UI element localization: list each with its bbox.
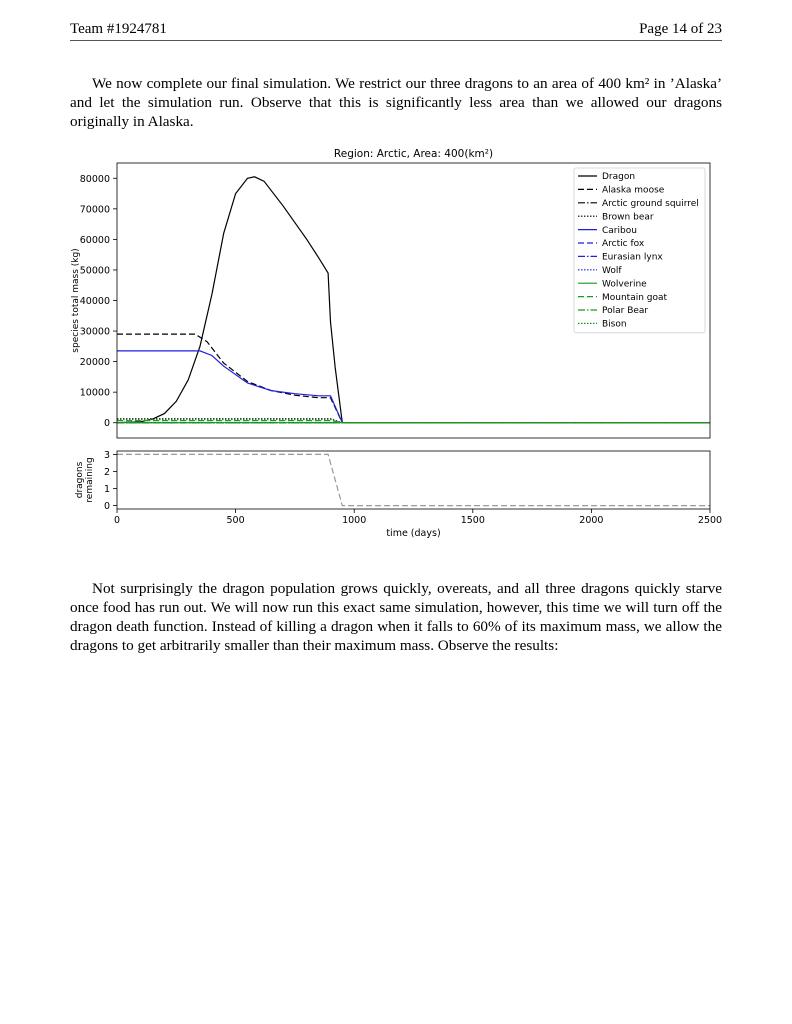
series-line-dragon <box>116 176 710 424</box>
series-line-bison <box>117 419 710 424</box>
legend-entry: Alaska moose <box>602 186 665 196</box>
y-tick-label: 3 <box>104 450 110 461</box>
y-tick-label: 40000 <box>80 296 110 307</box>
legend-entry: Dragon <box>602 172 635 182</box>
sub-axes-frame <box>116 450 711 510</box>
x-tick-label: 2500 <box>698 515 722 526</box>
team-number: Team #1924781 <box>70 21 167 37</box>
y-tick-label: 1 <box>104 484 110 495</box>
x-tick-label: 2000 <box>579 515 603 526</box>
series-line-dragons-remaining <box>117 453 710 507</box>
x-tick-label: 500 <box>227 515 245 526</box>
sub-y-axis-label: dragonsremaining <box>75 457 95 502</box>
y-tick-label: 60000 <box>80 235 110 246</box>
y-tick-label: 2 <box>104 467 110 478</box>
y-tick-label: 0 <box>104 501 110 512</box>
results-paragraph: Not surprisingly the dragon population g… <box>70 580 722 654</box>
x-axis-label: time (days) <box>386 528 440 539</box>
y-axis-label: species total mass (kg) <box>71 248 81 352</box>
legend-entry: Polar Bear <box>602 306 648 316</box>
legend-entry: Eurasian lynx <box>602 253 663 263</box>
legend-entry: Wolverine <box>602 279 647 289</box>
dragons-subplot: 0 1 2 3 0 500 1000 1500 2000 2500 time (days) drago… <box>75 450 722 539</box>
page-number: Page 14 of 23 <box>639 21 722 37</box>
y-tick-label: 20000 <box>80 357 110 368</box>
page-header: Team #1924781 Page 14 of 23 <box>70 20 722 41</box>
series-line-alaska-moose <box>117 333 710 424</box>
legend-entry: Arctic ground squirrel <box>602 199 699 209</box>
y-tick-label: 0 <box>104 418 110 429</box>
series-line-caribou <box>117 350 710 424</box>
legend-frame <box>573 167 706 334</box>
simulation-figure: Region: Arctic, Area: 400(km²)0100002000… <box>71 148 722 539</box>
legend-entry: Wolf <box>602 266 622 276</box>
legend-entry: Arctic fox <box>602 239 645 249</box>
x-tick-label: 1000 <box>342 515 366 526</box>
main-plot: Region: Arctic, Area: 400(km²) 0 10000 2000… <box>71 148 711 439</box>
legend-entry: Caribou <box>602 226 637 236</box>
legend-entry: Mountain goat <box>602 293 668 303</box>
intro-paragraph: We now complete our final simulation. We… <box>70 75 722 130</box>
y-tick-label: 50000 <box>80 265 110 276</box>
x-tick-label: 0 <box>114 515 120 526</box>
x-tick-label: 1500 <box>461 515 485 526</box>
y-tick-label: 10000 <box>80 388 110 399</box>
y-tick-label: 80000 <box>80 174 110 185</box>
legend: Dragon Alaska moose Arctic ground squirrel… <box>573 167 706 334</box>
chart-title: Region: Arctic, Area: 400(km²) <box>334 148 493 160</box>
y-tick-label: 30000 <box>80 327 110 338</box>
legend-entry: Bison <box>602 320 627 330</box>
legend-entry: Brown bear <box>602 212 654 222</box>
y-tick-label: 70000 <box>80 204 110 215</box>
